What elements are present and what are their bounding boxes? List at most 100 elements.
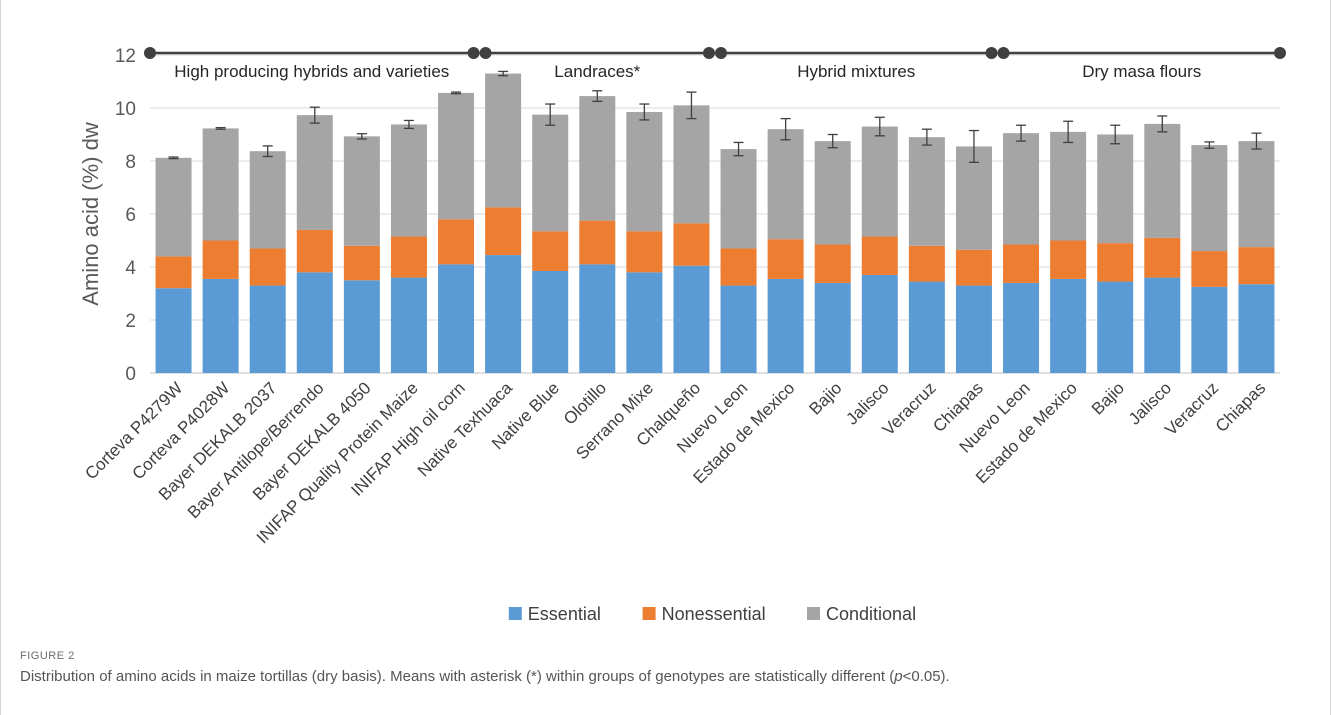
figure-caption: Distribution of amino acids in maize tor… bbox=[20, 668, 1310, 685]
group-bracket-dot bbox=[479, 47, 492, 59]
caption-p-symbol: p bbox=[894, 668, 903, 685]
y-tick-label: 10 bbox=[115, 99, 136, 120]
bar-essential bbox=[1050, 278, 1087, 373]
bar-nonessential bbox=[390, 236, 427, 278]
bar-nonessential bbox=[438, 219, 475, 265]
y-tick-label: 0 bbox=[125, 364, 136, 385]
bar-conditional bbox=[861, 126, 898, 237]
bar-essential bbox=[1097, 281, 1134, 373]
bar-essential bbox=[296, 272, 333, 373]
bar-essential bbox=[155, 288, 192, 373]
bar-essential bbox=[485, 255, 522, 373]
legend-swatch-essential bbox=[508, 607, 522, 620]
bar-essential bbox=[814, 282, 851, 373]
y-tick-label: 8 bbox=[125, 152, 136, 173]
bar-conditional bbox=[1097, 134, 1134, 244]
bar-conditional bbox=[390, 124, 427, 237]
legend-swatch-conditional bbox=[807, 607, 820, 620]
group-bracket-dot bbox=[467, 47, 480, 59]
x-tick-label: Bajio bbox=[1088, 378, 1128, 418]
bar-conditional bbox=[485, 73, 522, 208]
bar-conditional bbox=[296, 115, 333, 230]
bar-nonessential bbox=[202, 240, 239, 279]
y-axis-label: Amino acid (%) dw bbox=[78, 122, 103, 306]
y-tick-label: 6 bbox=[125, 205, 136, 226]
bar-conditional bbox=[814, 141, 851, 245]
bar-nonessential bbox=[955, 249, 992, 286]
bar-essential bbox=[438, 264, 475, 373]
bar-essential bbox=[532, 270, 569, 373]
x-tick-label: Chiapas bbox=[1212, 378, 1270, 436]
bar-conditional bbox=[343, 136, 380, 246]
bar-nonessential bbox=[249, 248, 286, 286]
bar-nonessential bbox=[1003, 244, 1040, 283]
y-tick-label: 12 bbox=[115, 46, 136, 67]
bar-nonessential bbox=[861, 236, 898, 275]
y-tick-label: 2 bbox=[125, 311, 136, 332]
bar-conditional bbox=[1144, 123, 1181, 238]
bar-conditional bbox=[955, 146, 992, 250]
bar-essential bbox=[249, 285, 286, 373]
bar-essential bbox=[343, 280, 380, 373]
bar-nonessential bbox=[673, 223, 710, 266]
bar-essential bbox=[626, 272, 663, 373]
bar-conditional bbox=[626, 111, 663, 232]
y-tick-label: 4 bbox=[125, 258, 136, 279]
bar-conditional bbox=[438, 92, 475, 220]
bar-nonessential bbox=[1097, 243, 1134, 282]
bar-essential bbox=[955, 285, 992, 373]
bar-nonessential bbox=[485, 207, 522, 256]
group-bracket-dot bbox=[985, 47, 998, 59]
bar-essential bbox=[673, 265, 710, 373]
bar-essential bbox=[861, 274, 898, 373]
legend-label-nonessential: Nonessential bbox=[662, 604, 766, 624]
bar-nonessential bbox=[767, 239, 804, 279]
group-bracket-dot bbox=[997, 47, 1010, 59]
bar-essential bbox=[720, 285, 757, 373]
figure-caption-block: FIGURE 2 Distribution of amino acids in … bbox=[20, 650, 1310, 685]
bar-nonessential bbox=[532, 231, 569, 271]
group-bracket-dot bbox=[144, 47, 156, 59]
group-label: Dry masa flours bbox=[1082, 62, 1201, 81]
bar-conditional bbox=[202, 128, 239, 241]
bar-conditional bbox=[908, 137, 945, 246]
caption-text: Distribution of amino acids in maize tor… bbox=[20, 668, 895, 685]
group-label: Landraces* bbox=[554, 62, 640, 81]
legend-swatch-nonessential bbox=[642, 607, 656, 620]
group-label: Hybrid mixtures bbox=[797, 62, 915, 81]
bar-nonessential bbox=[1191, 251, 1228, 287]
figure-label: FIGURE 2 bbox=[20, 650, 75, 662]
legend-label-conditional: Conditional bbox=[826, 604, 916, 624]
bar-essential bbox=[1003, 282, 1040, 373]
bar-essential bbox=[767, 278, 804, 373]
bar-conditional bbox=[579, 96, 616, 221]
bar-essential bbox=[1238, 284, 1275, 373]
bar-nonessential bbox=[626, 231, 663, 273]
group-bracket-dot bbox=[715, 47, 727, 59]
group-label: High producing hybrids and varieties bbox=[174, 62, 449, 81]
bar-conditional bbox=[1050, 131, 1087, 241]
bar-essential bbox=[390, 277, 427, 373]
bar-conditional bbox=[673, 105, 710, 224]
group-bracket-dot bbox=[703, 47, 715, 59]
bar-nonessential bbox=[720, 248, 757, 286]
bar-conditional bbox=[1191, 145, 1228, 252]
bar-nonessential bbox=[296, 229, 333, 273]
bar-nonessential bbox=[1238, 247, 1275, 285]
x-tick-label: Bajio bbox=[805, 378, 845, 418]
bar-conditional bbox=[249, 151, 286, 249]
group-bracket-dot bbox=[1274, 47, 1286, 59]
caption-text-end: <0.05). bbox=[902, 668, 950, 685]
bar-essential bbox=[1191, 286, 1228, 373]
bar-nonessential bbox=[343, 245, 380, 281]
bar-essential bbox=[908, 281, 945, 373]
bar-conditional bbox=[1003, 133, 1040, 245]
bar-conditional bbox=[767, 129, 804, 240]
bar-nonessential bbox=[155, 256, 192, 289]
legend-label-essential: Essential bbox=[528, 604, 601, 624]
bar-conditional bbox=[720, 149, 757, 249]
bar-essential bbox=[202, 278, 239, 373]
bar-essential bbox=[1144, 277, 1181, 373]
bar-nonessential bbox=[579, 220, 616, 265]
